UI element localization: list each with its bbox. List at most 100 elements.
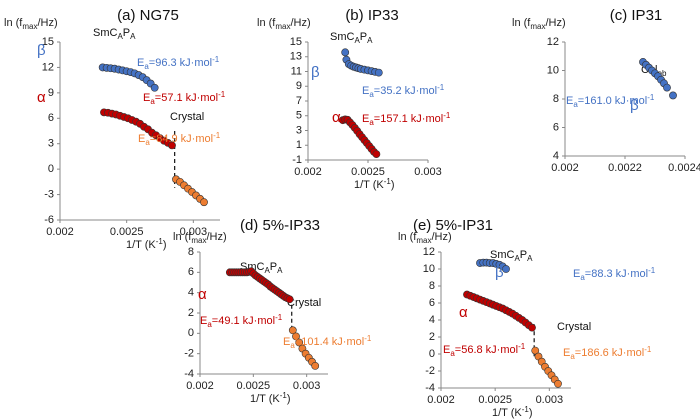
x-axis-label: 1/T (K-1) bbox=[492, 405, 533, 419]
series-crystal bbox=[531, 346, 562, 388]
series-beta bbox=[476, 258, 510, 273]
panel-e: (e) 5%-IP31 -4 -2 0 2 4 6 8 10 12 0.002 0.0025 0.003… bbox=[398, 217, 656, 419]
y-tick-label: -1 bbox=[292, 154, 302, 166]
y-tick-label: 6 bbox=[429, 297, 435, 309]
y-tick-label: 10 bbox=[423, 263, 435, 275]
data-point bbox=[288, 326, 297, 335]
y-tick-label: 15 bbox=[42, 36, 54, 48]
series-greek-label: α bbox=[198, 286, 207, 303]
y-tick-label: 13 bbox=[290, 51, 302, 63]
activation-energy-label: Ea=157.1 kJ·mol-1 bbox=[362, 111, 451, 127]
activation-energy-label: Ea=101.4 kJ·mol-1 bbox=[283, 334, 372, 350]
y-tick-label: 7 bbox=[296, 95, 302, 107]
series-crystal bbox=[288, 326, 320, 370]
data-point bbox=[531, 346, 540, 355]
series-greek-label: β bbox=[630, 97, 639, 114]
x-tick-label: 0.002 bbox=[294, 166, 322, 178]
data-point bbox=[669, 91, 677, 100]
panel-title: (d) 5%-IP33 bbox=[240, 217, 320, 234]
x-axis-label: 1/T (K-1) bbox=[126, 237, 167, 251]
series-crystal bbox=[172, 175, 208, 207]
y-axis-label: ln (fmax/Hz) bbox=[398, 231, 452, 245]
series-alpha bbox=[225, 267, 294, 304]
phase-label-crystal: Crystal bbox=[287, 297, 321, 309]
phase-label: SmCAPA bbox=[93, 27, 136, 41]
y-tick-label: 6 bbox=[48, 112, 54, 124]
series-greek-label: α bbox=[37, 89, 46, 106]
y-tick-label: 3 bbox=[48, 138, 54, 150]
series-beta bbox=[639, 58, 677, 100]
x-tick-label: 0.003 bbox=[414, 166, 442, 178]
series-greek-label: β bbox=[311, 64, 320, 81]
y-tick-label: 8 bbox=[553, 93, 559, 105]
x-tick-label: 0.002 bbox=[46, 226, 74, 238]
x-tick-label: 0.0024 bbox=[668, 162, 700, 174]
series-beta bbox=[98, 63, 159, 92]
y-tick-label: 12 bbox=[423, 246, 435, 258]
panel-title: (b) IP33 bbox=[345, 7, 398, 24]
x-tick-label: 0.0025 bbox=[478, 394, 512, 406]
y-tick-label: 1 bbox=[296, 139, 302, 151]
data-point bbox=[372, 150, 381, 158]
y-tick-label: 9 bbox=[48, 87, 54, 99]
series-beta bbox=[341, 48, 383, 77]
data-point bbox=[311, 361, 320, 370]
data-point bbox=[285, 295, 294, 304]
y-tick-label: 12 bbox=[547, 36, 559, 48]
y-tick-label: 4 bbox=[553, 150, 559, 162]
y-tick-label: -4 bbox=[425, 382, 435, 394]
data-point bbox=[295, 338, 304, 347]
x-tick-label: 0.002 bbox=[186, 380, 214, 392]
panel-title: (c) IP31 bbox=[610, 7, 663, 24]
y-tick-label: 0 bbox=[429, 348, 435, 360]
y-tick-label: 8 bbox=[188, 246, 194, 258]
series-greek-label: β bbox=[495, 264, 504, 281]
data-point bbox=[502, 265, 510, 273]
y-tick-label: 8 bbox=[429, 280, 435, 292]
series-greek-label: β bbox=[37, 42, 46, 59]
activation-energy-label: Ea=56.8 kJ·mol-1 bbox=[443, 342, 526, 358]
y-tick-label: 4 bbox=[429, 314, 435, 326]
y-tick-label: 6 bbox=[188, 266, 194, 278]
activation-energy-label: Ea=88.3 kJ·mol-1 bbox=[573, 266, 656, 282]
data-point bbox=[528, 323, 536, 332]
activation-energy-label: Ea=161.0 kJ·mol-1 bbox=[566, 93, 655, 109]
y-tick-label: 3 bbox=[296, 124, 302, 136]
x-tick-label: 0.0025 bbox=[351, 166, 385, 178]
data-point bbox=[341, 48, 350, 57]
data-point bbox=[374, 68, 383, 77]
x-tick-label: 0.003 bbox=[293, 380, 321, 392]
panel-title: (a) NG75 bbox=[117, 7, 179, 24]
y-tick-label: 11 bbox=[291, 65, 302, 77]
data-point bbox=[150, 83, 159, 92]
y-tick-label: 9 bbox=[296, 80, 302, 92]
x-tick-label: 0.0025 bbox=[237, 380, 271, 392]
y-tick-label: -3 bbox=[44, 188, 54, 200]
activation-energy-label: Ea=49.1 kJ·mol-1 bbox=[200, 313, 283, 329]
data-point bbox=[168, 141, 176, 150]
y-tick-label: 12 bbox=[42, 61, 54, 73]
y-axis-label: ln (fmax/Hz) bbox=[257, 17, 311, 31]
activation-energy-label: Ea=57.1 kJ·mol-1 bbox=[143, 90, 226, 106]
y-tick-label: -4 bbox=[184, 368, 194, 380]
x-tick-label: 0.002 bbox=[427, 394, 455, 406]
x-tick-label: 0.002 bbox=[551, 162, 579, 174]
y-tick-label: -2 bbox=[425, 365, 435, 377]
series-alpha bbox=[463, 290, 536, 332]
activation-energy-label: Ea=96.3 kJ·mol-1 bbox=[137, 55, 220, 71]
x-axis-label: 1/T (K-1) bbox=[250, 391, 291, 405]
x-tick-label: 0.003 bbox=[536, 394, 564, 406]
y-tick-label: 0 bbox=[48, 163, 54, 175]
y-tick-label: 0 bbox=[188, 327, 194, 339]
y-tick-label: 15 bbox=[290, 36, 302, 48]
activation-energy-label: Ea=186.6 kJ·mol-1 bbox=[563, 345, 652, 361]
y-tick-label: 2 bbox=[188, 307, 194, 319]
y-axis-label: ln (fmax/Hz) bbox=[512, 17, 566, 31]
y-axis-label: ln (fmax/Hz) bbox=[4, 17, 58, 31]
data-point bbox=[554, 379, 562, 388]
y-axis-label: ln (fmax/Hz) bbox=[173, 231, 227, 245]
